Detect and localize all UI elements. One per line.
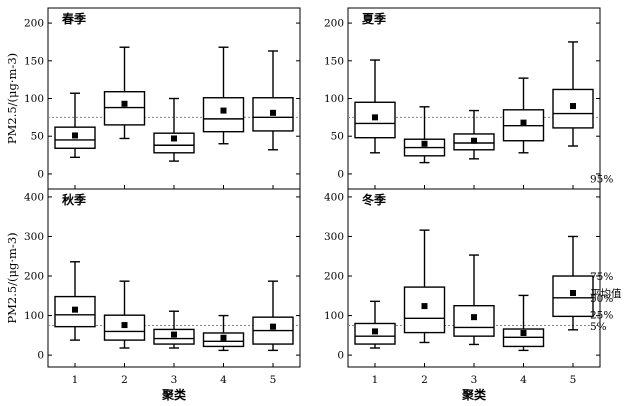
mean-marker [270,323,276,330]
box-cluster-3 [153,97,195,162]
y-tick-label: 200 [24,271,44,283]
mean-marker [421,303,428,310]
x-tick-label: 4 [220,374,227,386]
box-cluster-1 [54,261,96,341]
mean-marker [72,306,78,313]
box-cluster-4 [202,46,245,145]
x-axis-label: 聚类 [461,387,487,402]
box-iqr [252,97,294,132]
y-tick-label: 0 [337,168,344,180]
legend-item: 5% [590,321,607,333]
box-cluster-2 [103,46,146,140]
legend-item: 25% [590,309,613,321]
mean-marker [421,140,428,147]
y-tick-label: 300 [324,231,344,243]
box-cluster-4 [202,314,245,352]
mean-marker [171,135,177,142]
chart-panel-2: 0 50 100 150 200 夏季 [324,7,601,190]
chart-panel-3: 0 100 200 300 400 1 2 3 4 5 秋季 PM2.5/(μg·m-3) 聚类 [5,188,301,402]
box-iqr [103,314,146,341]
mean-marker [121,100,128,107]
mean-marker [570,103,576,110]
mean-marker [372,328,378,335]
y-tick-label: 400 [24,191,44,203]
y-tick-label: 0 [37,350,44,362]
mean-marker [471,137,477,144]
box-iqr [453,304,495,337]
x-tick-label: 4 [520,374,527,386]
x-tick-label: 5 [270,374,277,386]
y-tick-label: 200 [324,18,344,30]
mean-marker [471,314,477,321]
legend-item: 50% [590,293,613,305]
mean-marker [72,132,78,139]
box-cluster-2 [103,280,146,349]
mean-marker [570,290,576,297]
box-cluster-3 [153,310,195,349]
y-tick-label: 100 [24,93,44,105]
panel-title: 秋季 [62,192,87,207]
panel-title: 冬季 [362,192,387,207]
x-tick-label: 1 [72,374,79,386]
box-iqr [403,286,446,334]
y-tick-label: 100 [324,310,344,322]
y-tick-label: 0 [337,350,344,362]
x-tick-label: 2 [121,374,128,386]
y-tick-label: 200 [24,18,44,30]
y-tick-label: 0 [37,168,44,180]
y-tick-label: 50 [331,131,344,143]
y-tick-label: 50 [31,131,44,143]
box-iqr [552,275,594,318]
box-cluster-5 [252,280,294,352]
box-iqr [103,91,146,126]
box-iqr [153,132,195,154]
chart-panel-1: 0 50 100 150 200 春季 PM2.5/(μg·m-3) [5,7,301,190]
panel-title: 夏季 [362,11,387,26]
box-cluster-2 [403,106,446,164]
box-cluster-1 [54,92,96,159]
legend-item: 95% [590,173,613,185]
y-tick-label: 300 [24,231,44,243]
mean-marker [372,114,378,121]
y-axis-label: PM2.5/(μg·m-3) [5,53,19,144]
box-cluster-3 [453,254,495,346]
mean-marker [171,331,177,338]
y-axis-label: PM2.5/(μg·m-3) [5,232,19,323]
y-tick-label: 100 [24,310,44,322]
mean-marker [270,109,276,116]
box-cluster-1 [354,59,396,154]
x-tick-label: 3 [471,374,478,386]
box-cluster-2 [403,229,446,344]
mean-marker [220,107,227,114]
box-cluster-3 [453,109,495,160]
y-tick-label: 150 [24,55,44,67]
x-tick-label: 2 [421,374,428,386]
mean-marker [520,329,527,336]
legend-item: 75% [590,271,613,283]
box-cluster-1 [354,300,396,349]
box-cluster-5 [552,41,594,147]
box-cluster-4 [502,77,545,154]
box-cluster-4 [502,294,545,352]
mean-marker [121,322,128,329]
box-iqr [202,97,245,133]
box-cluster-5 [552,235,594,331]
x-axis-label: 聚类 [161,387,187,402]
box-cluster-5 [252,50,294,151]
y-tick-label: 100 [324,93,344,105]
x-tick-label: 1 [372,374,379,386]
x-tick-label: 3 [171,374,178,386]
y-tick-label: 200 [324,271,344,283]
mean-marker [520,119,527,126]
x-tick-label: 5 [570,374,577,386]
legend-item: 平均值 [590,287,622,300]
panel-title: 春季 [61,11,87,26]
mean-marker [220,334,227,341]
y-tick-label: 150 [324,55,344,67]
y-tick-label: 400 [324,191,344,203]
